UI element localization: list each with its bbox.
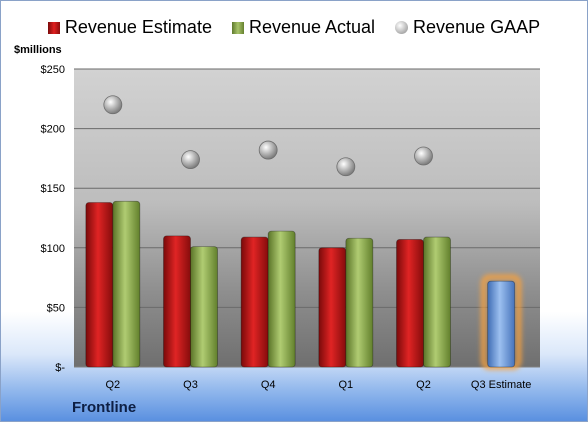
legend-swatch-estimate — [47, 21, 60, 34]
bar-revenue-actual — [112, 200, 141, 368]
x-tick-label: Q1 — [338, 379, 353, 391]
y-tick-label: $200 — [41, 124, 65, 136]
bar-revenue-actual — [423, 236, 451, 368]
legend-item-actual: Revenue Actual — [231, 17, 376, 38]
marker-revenue-gaap — [336, 157, 356, 177]
bar-revenue-estimate — [85, 202, 114, 368]
bar-revenue-estimate — [396, 239, 424, 368]
y-tick-label: $150 — [41, 183, 65, 195]
y-tick-label: $250 — [41, 64, 65, 76]
marker-revenue-gaap — [103, 95, 123, 115]
x-tick-label: Q4 — [261, 379, 276, 391]
x-tick-label: Q2 — [416, 379, 431, 391]
y-axis-unit-label: $millions — [14, 44, 62, 56]
legend-item-gaap: Revenue GAAP — [395, 17, 540, 38]
bar-revenue-estimate — [240, 236, 269, 368]
legend-label-actual: Revenue Actual — [248, 17, 376, 37]
marker-revenue-gaap — [414, 146, 433, 166]
legend-label-estimate: Revenue Estimate — [64, 17, 212, 37]
bar-revenue-actual — [190, 246, 218, 368]
bar-revenue-actual — [267, 230, 296, 368]
x-tick-label: Q3 Estimate — [471, 379, 532, 391]
legend-item-estimate: Revenue Estimate — [47, 17, 212, 38]
plot-area — [74, 69, 540, 367]
bar-revenue-estimate-upcoming — [487, 280, 516, 368]
y-tick-label: $100 — [41, 243, 65, 255]
legend-swatch-actual — [231, 21, 244, 34]
legend: Revenue Estimate Revenue Actual Revenue … — [1, 17, 587, 38]
x-tick-label: Q3 — [183, 379, 198, 391]
bar-revenue-estimate — [318, 247, 347, 368]
y-tick-label: $- — [55, 362, 65, 374]
company-name: Frontline — [72, 399, 137, 416]
marker-revenue-gaap — [258, 140, 278, 160]
bar-revenue-estimate — [163, 235, 191, 368]
y-tick-label: $50 — [47, 302, 65, 314]
legend-swatch-gaap — [395, 21, 409, 34]
bar-revenue-actual — [345, 237, 374, 368]
x-tick-label: Q2 — [105, 379, 120, 391]
legend-label-gaap: Revenue GAAP — [413, 17, 541, 37]
marker-revenue-gaap — [181, 150, 200, 169]
